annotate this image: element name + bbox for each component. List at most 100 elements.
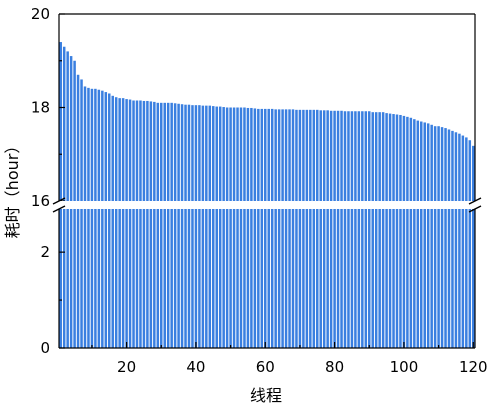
bar [465,137,468,348]
bar [191,105,194,348]
bar [420,121,423,349]
bar [281,109,284,349]
bar [378,112,381,348]
bar [305,109,309,349]
y-tick-label: 20 [31,5,50,23]
bar [257,108,260,348]
bar [392,114,395,348]
bar [139,100,142,348]
bar [232,107,236,348]
bar [340,110,343,349]
bar [243,107,246,348]
bar [201,105,205,348]
bar [468,140,472,348]
bar [253,108,257,348]
bar [212,106,215,348]
bar [118,98,121,349]
bar [114,97,118,348]
y-tick-label: 0 [40,339,50,357]
bar [187,104,191,348]
bar [423,122,426,349]
axis-break-slash [468,205,482,213]
bar [409,117,413,348]
axis-break-slash [52,197,66,205]
bar [101,90,104,349]
bar [381,112,385,348]
bar [451,130,454,348]
bar [302,109,305,349]
bar [295,109,298,349]
bar [368,111,371,349]
axis-break-slash [468,197,482,205]
bar [343,111,347,349]
bar [426,123,430,349]
bar [146,100,149,348]
bar [239,107,243,348]
bar [66,51,69,349]
bar [135,100,139,348]
bar [59,42,62,349]
bar [430,124,433,348]
bar [288,109,291,349]
bar [104,92,108,348]
y-tick-label: 18 [31,99,50,117]
bar [80,79,83,348]
x-axis-label: 线程 [250,386,282,405]
bar [402,115,406,348]
bar [472,145,475,348]
bar [298,109,302,349]
bar [236,107,239,348]
bar [361,111,364,349]
bar [329,110,333,349]
y-tick-label: 16 [31,192,50,210]
bar [142,100,146,348]
bar [170,102,173,348]
bar [291,109,295,349]
bar [416,120,420,348]
bar [125,99,128,349]
x-tick-label: 80 [325,358,344,376]
axis-break-marks [51,197,483,213]
bar [433,126,437,348]
bar [218,106,222,348]
bar [90,88,94,349]
x-tick-label: 40 [186,358,205,376]
bar [194,105,198,348]
bar [222,107,225,348]
bar [350,111,354,349]
bar [177,103,180,348]
bar [229,107,232,348]
bar [166,102,170,348]
bar [87,87,90,349]
bar [180,104,184,348]
bar [437,126,440,348]
bar [444,128,447,348]
bar [336,110,340,349]
bar [83,86,87,349]
bar [225,107,229,348]
bar [173,103,177,348]
bar [184,104,187,348]
bar [406,116,409,348]
bar [76,74,80,349]
bar [399,114,402,348]
bar [149,101,153,348]
bar [160,102,163,348]
bar [440,127,444,348]
bar [264,108,267,348]
bar [385,113,388,348]
bar [347,111,350,349]
axis-break-gap [51,201,483,209]
bar [374,112,378,348]
bar [454,132,458,348]
x-tick-label: 120 [459,358,488,376]
bar [270,108,274,348]
bar [260,108,264,348]
bar [121,98,125,349]
bar [163,102,166,348]
bar [153,101,156,348]
bar [364,111,368,349]
bar [316,109,319,349]
bar [246,107,250,348]
